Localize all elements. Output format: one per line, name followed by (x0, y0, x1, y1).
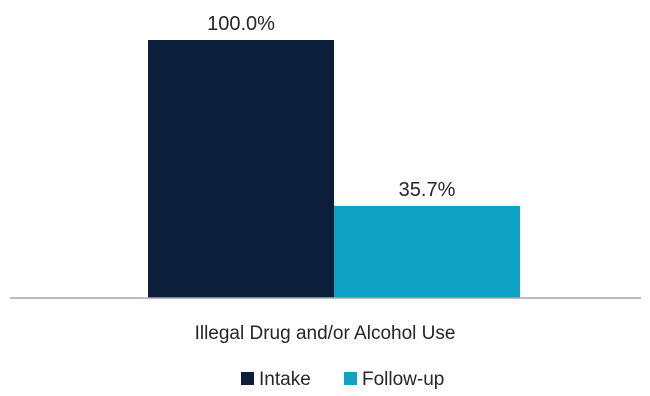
bar-intake (148, 40, 334, 298)
data-label-follow-up: 35.7% (399, 179, 456, 201)
legend: Intake Follow-up (241, 369, 444, 390)
legend-label-intake: Intake (259, 369, 311, 390)
category-label: Illegal Drug and/or Alcohol Use (195, 323, 456, 344)
legend-label-follow-up: Follow-up (362, 369, 444, 390)
legend-swatch-intake (241, 372, 254, 385)
legend-swatch-follow-up (344, 372, 357, 385)
value-labels-group: 100.0% 35.7% (207, 13, 455, 201)
data-label-intake: 100.0% (207, 13, 275, 35)
bar-follow-up (334, 205, 520, 298)
bars-group (148, 40, 520, 298)
